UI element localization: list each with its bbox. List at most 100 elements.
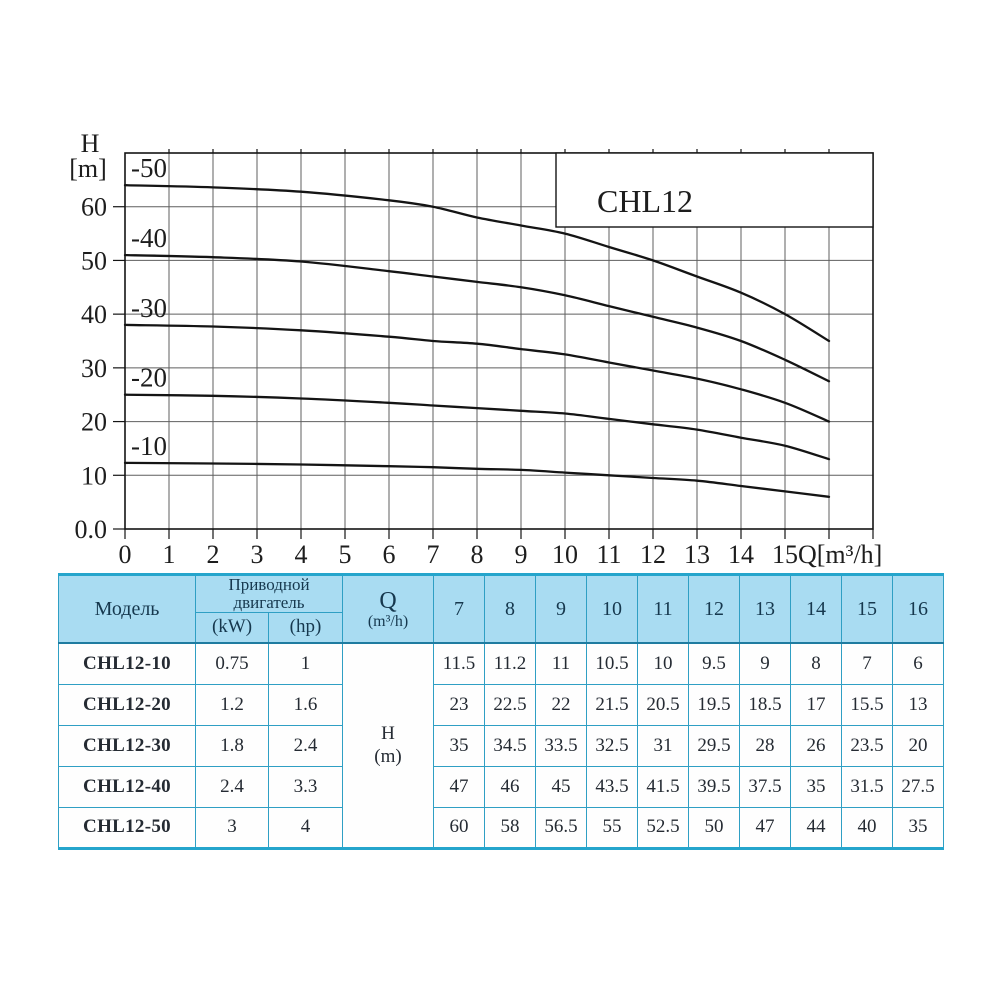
- model-cell: CHL12-20: [58, 683, 196, 726]
- header-flow-14: 14: [790, 574, 843, 645]
- value-cell: 22: [535, 683, 588, 726]
- spec-table-head: Модель Приводной двигатель Q (m³/h) 7 8 9 10 11 1…: [58, 574, 945, 645]
- table-row-CHL12-10: CHL12-10 0.75 1 H (m) 11.5 11.2 11 10.5 10 9.5 9 8 7 6: [58, 642, 945, 849]
- value-cell: 11.2: [484, 642, 537, 685]
- x-tick-label: 2: [207, 540, 220, 569]
- value-cell: 41.5: [637, 765, 690, 808]
- value-cell: 60: [433, 806, 486, 849]
- value-cell: 9: [739, 642, 792, 685]
- header-flow-16: 16: [892, 574, 945, 645]
- value-cell: 47: [739, 806, 792, 849]
- curve-chl12-20: [123, 393, 831, 461]
- header-flow-9: 9: [535, 574, 588, 645]
- value-cell: 13: [892, 683, 945, 726]
- x-tick-label: 12: [640, 540, 666, 569]
- value-cell: 20.5: [637, 683, 690, 726]
- header-row-2: (kW) (hp): [59, 611, 944, 645]
- model-cell: CHL12-50: [58, 806, 196, 849]
- header-flow-8: 8: [484, 574, 537, 645]
- hp-cell: 2.4: [267, 724, 344, 767]
- x-tick-label: 4: [295, 540, 308, 569]
- value-cell: 31: [637, 724, 690, 767]
- value-cell: 45: [535, 765, 588, 808]
- value-cell: 55: [586, 806, 639, 849]
- value-cell: 35: [892, 806, 945, 849]
- x-tick-label: 10: [552, 540, 578, 569]
- header-flow-10: 10: [586, 574, 639, 645]
- header-model: Модель: [58, 574, 196, 645]
- value-cell: 8: [790, 642, 843, 685]
- x-tick-label: 8: [471, 540, 484, 569]
- value-cell: 33.5: [535, 724, 588, 767]
- value-cell: 52.5: [637, 806, 690, 849]
- value-cell: 7: [841, 642, 894, 685]
- x-tick-label: 5: [339, 540, 352, 569]
- x-tick-label: 11: [596, 540, 621, 569]
- hp-cell: 4: [267, 806, 344, 849]
- x-tick-label: 13: [684, 540, 710, 569]
- value-cell: 11.5: [433, 642, 486, 685]
- plot-border: [124, 152, 874, 530]
- table-row-CHL12-30: CHL12-30 1.8 2.4 35 34.5 33.5 32.5 31 29.5 28 26 23…: [58, 724, 945, 767]
- spec-table-wrap: Модель Приводной двигатель Q (m³/h) 7 8 9 10 11 1…: [58, 573, 945, 850]
- value-cell: 27.5: [892, 765, 945, 808]
- value-cell: 46: [484, 765, 537, 808]
- header-kw: (kW): [195, 611, 269, 645]
- value-cell: 50: [688, 806, 741, 849]
- y-tick-label: 60: [81, 193, 107, 222]
- h-unit-unit: (m): [374, 746, 402, 768]
- curve-chl12-30: [123, 323, 831, 423]
- value-cell: 32.5: [586, 724, 639, 767]
- chart-title: CHL12: [597, 183, 693, 219]
- value-cell: 10.5: [586, 642, 639, 685]
- curve-label: -40: [131, 223, 167, 253]
- header-flow-11: 11: [637, 574, 690, 645]
- hp-cell: 1: [267, 642, 344, 685]
- x-tick-label: 0: [119, 540, 132, 569]
- value-cell: 35: [790, 765, 843, 808]
- value-cell: 19.5: [688, 683, 741, 726]
- spec-table: Модель Приводной двигатель Q (m³/h) 7 8 9 10 11 1…: [58, 573, 945, 850]
- value-cell: 28: [739, 724, 792, 767]
- value-cell: 44: [790, 806, 843, 849]
- value-cell: 15.5: [841, 683, 894, 726]
- curve-label: -30: [131, 293, 167, 323]
- header-q-symbol: Q: [379, 587, 397, 614]
- value-cell: 21.5: [586, 683, 639, 726]
- header-flow-q: Q (m³/h): [342, 574, 435, 645]
- kw-cell: 2.4: [195, 765, 269, 808]
- curve-label: -20: [131, 363, 167, 393]
- spec-table-body: CHL12-10 0.75 1 H (m) 11.5 11.2 11 10.5 10 9.5 9 8 7 6…: [58, 642, 945, 849]
- table-row-CHL12-20: CHL12-20 1.2 1.6 23 22.5 22 21.5 20.5 19.5 18.5 17…: [58, 683, 945, 726]
- y-axis-label-m: [m]: [69, 154, 107, 183]
- value-cell: 47: [433, 765, 486, 808]
- model-cell: CHL12-10: [58, 642, 196, 685]
- kw-cell: 1.8: [195, 724, 269, 767]
- value-cell: 39.5: [688, 765, 741, 808]
- value-cell: 40: [841, 806, 894, 849]
- kw-cell: 3: [195, 806, 269, 849]
- value-cell: 26: [790, 724, 843, 767]
- model-cell: CHL12-30: [58, 724, 196, 767]
- y-tick-label: 40: [81, 300, 107, 329]
- value-cell: 11: [535, 642, 588, 685]
- value-cell: 31.5: [841, 765, 894, 808]
- header-hp: (hp): [267, 611, 344, 645]
- value-cell: 23.5: [841, 724, 894, 767]
- value-cell: 6: [892, 642, 945, 685]
- curve-label: -10: [131, 431, 167, 461]
- header-flow-13: 13: [739, 574, 792, 645]
- value-cell: 20: [892, 724, 945, 767]
- value-cell: 23: [433, 683, 486, 726]
- y-tick-label: 30: [81, 354, 107, 383]
- value-cell: 35: [433, 724, 486, 767]
- x-tick-label: 6: [383, 540, 396, 569]
- hp-cell: 3.3: [267, 765, 344, 808]
- h-unit-cell: H (m): [342, 642, 435, 849]
- header-row-1: Модель Приводной двигатель Q (m³/h) 7 8 9 10 11 1…: [58, 574, 945, 645]
- x-tick-label: 3: [251, 540, 264, 569]
- header-flow-7: 7: [433, 574, 486, 645]
- header-flow-15: 15: [841, 574, 894, 645]
